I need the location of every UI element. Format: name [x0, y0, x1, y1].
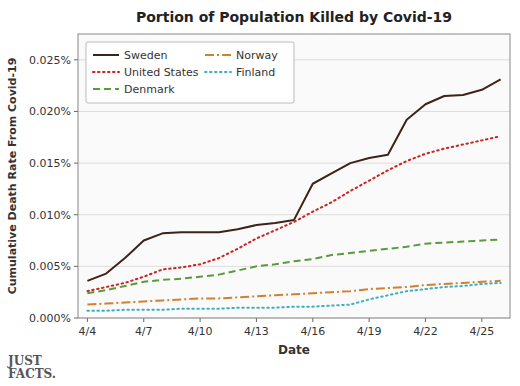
x-tick-label: 4/16: [300, 325, 325, 338]
x-tick: [143, 318, 144, 322]
series-line: [87, 79, 500, 280]
x-axis: 4/4 4/7 4/10 4/13 4/16 4/19 4/22 4/25: [79, 318, 495, 338]
chart-svg: 0.000%0.005%0.010%0.015%0.020%0.025%4/44…: [0, 0, 520, 386]
legend-label: Norway: [236, 49, 278, 62]
x-tick-label: 4/19: [357, 325, 382, 338]
legend-swatch: [93, 54, 119, 56]
legend-swatch: [93, 88, 119, 90]
x-tick: [369, 318, 370, 322]
y-tick-label: 0.025%: [29, 54, 71, 67]
y-tick: [74, 59, 78, 60]
x-tick: [87, 318, 88, 322]
legend: Sweden Norway United States Finland Denmark: [86, 42, 294, 103]
y-tick: [74, 111, 78, 112]
series-line: [87, 240, 500, 294]
chart-container: 0.000%0.005%0.010%0.015%0.020%0.025%4/44…: [0, 0, 520, 386]
annotation: JUSTFACTS.: [7, 354, 56, 381]
x-tick-label: 4/10: [188, 325, 213, 338]
grid-line: [78, 214, 510, 215]
legend-label: Finland: [236, 66, 275, 79]
x-tick: [200, 318, 201, 322]
x-tick-label: 4/13: [244, 325, 269, 338]
y-tick-label: 0.005%: [29, 260, 71, 273]
plot-background: [78, 34, 510, 318]
series-line: [87, 281, 500, 305]
x-tick-label: 4/7: [135, 325, 153, 338]
series-lines: [87, 79, 500, 310]
x-tick: [312, 318, 313, 322]
legend-box: [86, 42, 294, 103]
x-tick: [256, 318, 257, 322]
grid-line: [78, 111, 510, 112]
y-tick: [74, 266, 78, 267]
x-tick-label: 4/22: [413, 325, 438, 338]
legend-swatch: [205, 54, 231, 56]
legend-label: Sweden: [124, 49, 167, 62]
grid-line: [78, 266, 510, 267]
series-line: [87, 136, 500, 291]
y-tick-label: 0.020%: [29, 105, 71, 118]
chart-title: Portion of Population Killed by Covid-19: [136, 9, 452, 25]
legend-label: United States: [124, 66, 199, 79]
y-tick: [74, 214, 78, 215]
legend-swatch: [93, 71, 119, 73]
plot-frame: [78, 34, 510, 318]
x-tick: [425, 318, 426, 322]
y-tick: [74, 163, 78, 164]
y-tick-label: 0.000%: [29, 312, 71, 325]
x-tick-label: 4/25: [469, 325, 494, 338]
legend-swatch: [205, 71, 231, 73]
legend-label: Denmark: [124, 83, 175, 96]
series-line: [87, 283, 500, 311]
y-tick: [74, 318, 78, 319]
y-tick-label: 0.010%: [29, 209, 71, 222]
x-tick: [481, 318, 482, 322]
x-axis-label: Date: [278, 343, 310, 357]
y-tick-label: 0.015%: [29, 157, 71, 170]
grid-line: [78, 163, 510, 164]
x-tick-label: 4/4: [79, 325, 97, 338]
y-axis-label: Cumulative Death Rate From Covid-19: [6, 58, 19, 295]
